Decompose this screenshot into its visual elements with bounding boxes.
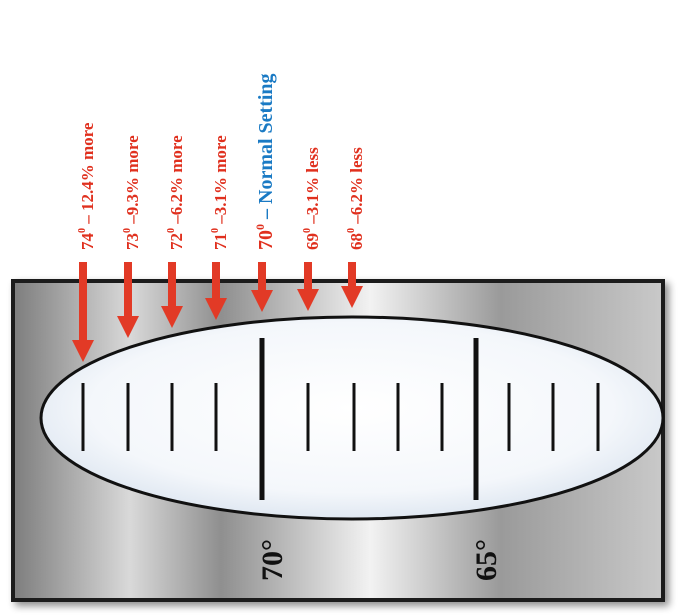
annotation-degrees: 71 — [211, 233, 230, 250]
annotation-70: 700 – Normal Setting — [253, 73, 277, 250]
annotation-68: 680 –6.2% less — [346, 147, 366, 250]
annotation-degrees: 68 — [347, 233, 366, 250]
dial-label-70: 70° — [256, 539, 289, 581]
annotation-detail: –6.2% less — [347, 147, 366, 228]
annotation-74: 740 – 12.4% more — [77, 122, 97, 250]
annotation-detail: – Normal Setting — [255, 73, 277, 224]
annotation-degrees: 70 — [255, 230, 277, 250]
annotation-69: 690 –3.1% less — [302, 147, 322, 250]
annotation-detail: –9.3% more — [123, 135, 142, 228]
annotation-detail: – 12.4% more — [78, 122, 97, 228]
annotation-degrees: 72 — [167, 233, 186, 250]
dial-label-65: 65° — [470, 539, 503, 581]
annotation-degrees: 73 — [123, 233, 142, 250]
annotation-73: 730 –9.3% more — [122, 135, 142, 250]
annotation-detail: –6.2% more — [167, 135, 186, 228]
setting-annotations: 740 – 12.4% more 730 –9.3% more 720 –6.2% … — [77, 73, 366, 250]
annotation-72: 720 –6.2% more — [166, 135, 186, 250]
annotation-degrees: 69 — [303, 233, 322, 250]
dial-window — [41, 317, 663, 519]
annotation-degrees: 74 — [78, 233, 97, 251]
annotation-71: 710 –3.1% more — [210, 135, 230, 250]
annotation-detail: –3.1% less — [303, 147, 322, 228]
annotation-detail: –3.1% more — [211, 135, 230, 228]
